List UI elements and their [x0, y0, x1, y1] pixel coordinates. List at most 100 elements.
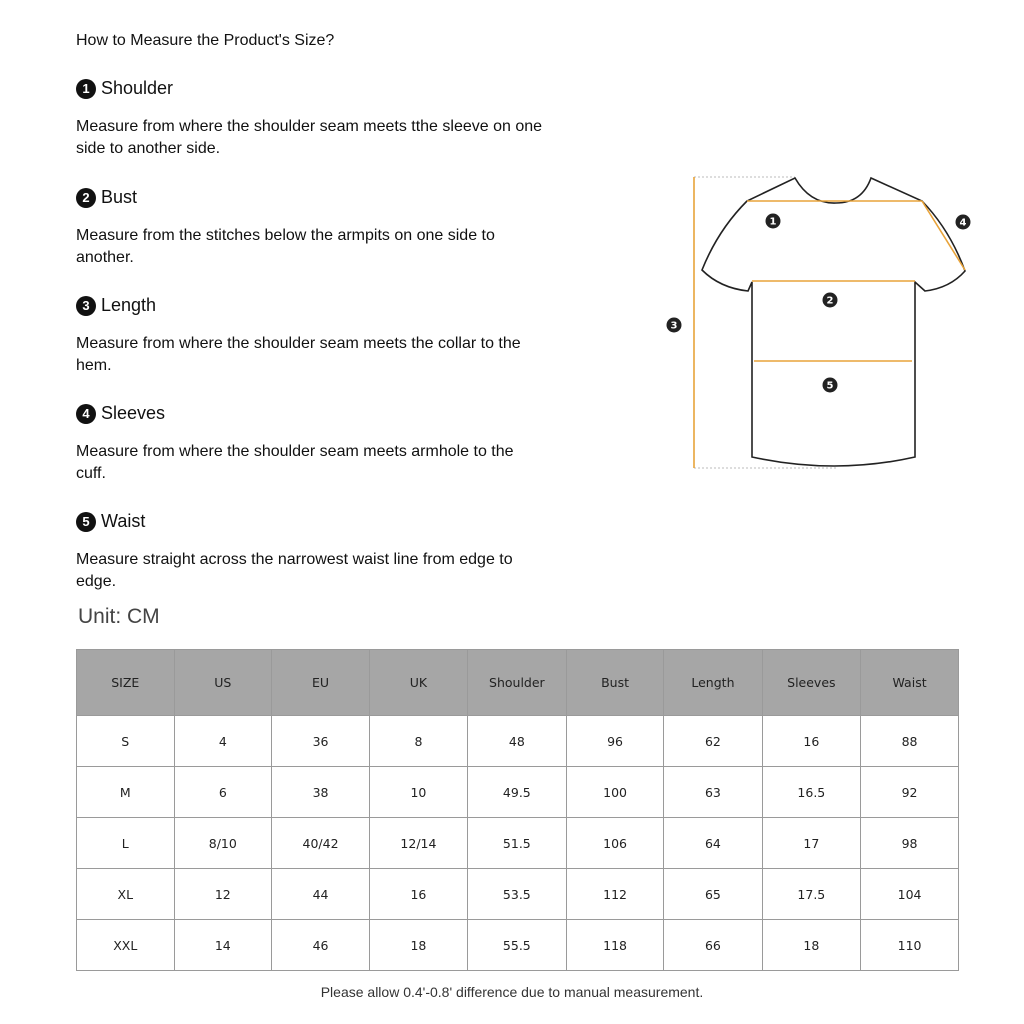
tshirt-outline	[701, 176, 966, 467]
table-cell: 40/42	[271, 817, 370, 869]
badge-2-icon	[822, 292, 838, 308]
table-cell: 4	[173, 715, 273, 767]
description-line: another.	[76, 249, 134, 266]
table-cell: 14	[173, 919, 273, 971]
table-cell: XL	[76, 868, 175, 920]
table-cell: L	[76, 817, 175, 869]
table-cell: 38	[271, 766, 370, 818]
table-cell: 112	[565, 868, 665, 920]
table-cell: 16	[761, 715, 862, 767]
number-badge-icon: 2	[76, 187, 96, 208]
section-title: Length	[101, 295, 157, 315]
badge-3-icon	[666, 317, 682, 333]
badge-4-icon	[955, 214, 971, 230]
table-cell: S	[76, 715, 175, 767]
column-header: Length	[663, 649, 763, 716]
table-cell: 16	[368, 868, 468, 920]
section-heading-sleeves: 4 Sleeves	[76, 403, 165, 424]
tshirt-diagram: 1 2 3 4 5	[666, 176, 971, 469]
table-cell: 10	[368, 766, 468, 818]
number-badge-icon: 3	[76, 295, 96, 316]
table-cell: 63	[663, 766, 763, 818]
table-cell: 96	[565, 715, 665, 767]
page-title: How to Measure the Product's Size?	[76, 32, 335, 49]
section-title: Bust	[101, 187, 138, 207]
badge-5-icon	[822, 377, 838, 393]
table-cell: 100	[565, 766, 665, 818]
table-cell: XXL	[76, 919, 175, 971]
section-description: Measure from where the shoulder seam mee…	[76, 333, 616, 377]
column-header: US	[173, 649, 273, 716]
description-line: Measure from where the shoulder seam mee…	[76, 443, 514, 460]
table-cell: 8	[368, 715, 468, 767]
section-description: Measure straight across the narrowest wa…	[76, 549, 616, 593]
table-cell: 48	[466, 715, 567, 767]
column-header: Shoulder	[466, 649, 567, 716]
number-badge-icon: 5	[76, 511, 96, 532]
table-cell: 118	[565, 919, 665, 971]
section-description: Measure from where the shoulder seam mee…	[76, 441, 616, 485]
table-row: L 8/10 40/42 12/14 51.5 106 64 17 98	[76, 817, 959, 869]
section-description: Measure from where the shoulder seam mee…	[76, 116, 616, 160]
table-cell: 53.5	[466, 868, 567, 920]
description-line: Measure from where the shoulder seam mee…	[76, 335, 521, 352]
description-line: Measure straight across the narrowest wa…	[76, 551, 513, 568]
table-cell: 46	[271, 919, 370, 971]
table-cell: M	[76, 766, 175, 818]
column-header: Sleeves	[761, 649, 862, 716]
description-line: hem.	[76, 357, 112, 374]
section-title: Sleeves	[101, 403, 166, 423]
badge-label: 3	[671, 321, 678, 332]
table-row: XXL 14 46 18 55.5 118 66 18 110	[76, 919, 959, 971]
description-line: edge.	[76, 573, 117, 590]
badge-label: 2	[827, 296, 834, 307]
table-cell: 92	[860, 766, 959, 818]
table-cell: 64	[663, 817, 763, 869]
table-cell: 12/14	[368, 817, 468, 869]
badge-label: 4	[960, 218, 967, 229]
table-cell: 65	[663, 868, 763, 920]
table-row: M 6 38 10 49.5 100 63 16.5 92	[76, 766, 959, 818]
table-cell: 12	[173, 868, 273, 920]
size-chart-table: SIZE US EU UK Shoulder Bust Length Sleeves Waist…	[76, 649, 959, 971]
description-line: side to another side.	[76, 140, 221, 157]
table-cell: 88	[860, 715, 959, 767]
description-line: cuff.	[76, 465, 106, 482]
table-cell: 66	[663, 919, 763, 971]
section-title: Shoulder	[101, 78, 174, 98]
sleeve-line	[921, 200, 966, 271]
section-description: Measure from the stitches below the armp…	[76, 225, 616, 269]
table-cell: 104	[860, 868, 959, 920]
number-badge-icon: 1	[76, 78, 96, 99]
description-line: Measure from where the shoulder seam mee…	[76, 118, 543, 135]
table-row: XL 12 44 16 53.5 112 65 17.5 104	[76, 868, 959, 920]
column-header: UK	[368, 649, 468, 716]
column-header: Bust	[565, 649, 665, 716]
table-cell: 49.5	[466, 766, 567, 818]
section-title: Waist	[101, 511, 146, 531]
table-cell: 98	[860, 817, 959, 869]
table-cell: 18	[368, 919, 468, 971]
section-heading-length: 3 Length	[76, 295, 156, 316]
table-cell: 44	[271, 868, 370, 920]
number-badge-icon: 4	[76, 403, 96, 424]
table-cell: 62	[663, 715, 763, 767]
badge-label: 1	[770, 217, 777, 228]
section-heading-shoulder: 1 Shoulder	[76, 78, 173, 99]
badge-1-icon	[765, 213, 781, 229]
table-cell: 6	[173, 766, 273, 818]
unit-label: Unit: CM	[78, 605, 160, 628]
column-header: SIZE	[76, 649, 175, 716]
table-cell: 17.5	[761, 868, 862, 920]
table-cell: 17	[761, 817, 862, 869]
table-cell: 55.5	[466, 919, 567, 971]
table-cell: 51.5	[466, 817, 567, 869]
badge-label: 5	[827, 381, 834, 392]
measurement-note: Please allow 0.4'-0.8' difference due to…	[320, 984, 704, 1000]
table-cell: 36	[271, 715, 370, 767]
table-cell: 16.5	[761, 766, 862, 818]
description-line: Measure from the stitches below the armp…	[76, 227, 495, 244]
section-heading-bust: 2 Bust	[76, 187, 137, 208]
table-cell: 110	[860, 919, 959, 971]
table-cell: 18	[761, 919, 862, 971]
